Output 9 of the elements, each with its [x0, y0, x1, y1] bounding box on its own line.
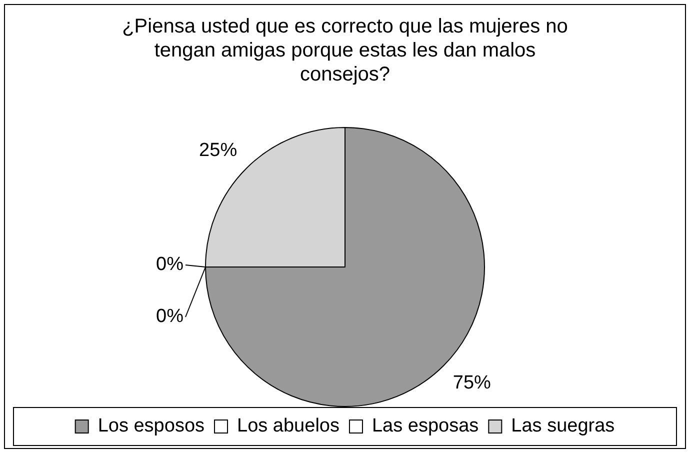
text: 0%	[156, 306, 184, 328]
legend-label: Las suegras	[511, 416, 615, 437]
legend-label: Las esposas	[372, 416, 479, 437]
data-label: 75%	[452, 372, 492, 394]
data-label: 25%	[199, 140, 238, 161]
legend-label: Los abuelos	[237, 416, 340, 437]
text: 0%	[156, 254, 184, 276]
legend-label: Los esposos	[98, 416, 205, 437]
chart-title: ¿Piensa usted que es correcto que las mujeres no tengan amigas porque estas les dan malos consejos?	[122, 16, 568, 86]
